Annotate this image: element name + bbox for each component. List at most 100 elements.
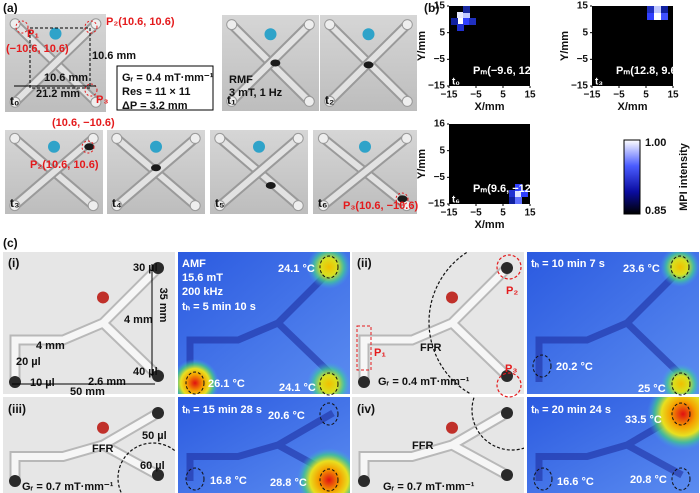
droplet	[358, 376, 370, 388]
label: 20.8 °C	[630, 474, 667, 486]
channel	[321, 136, 409, 208]
port	[226, 95, 238, 107]
label: Gᵣ = 0.7 mT·mm⁻¹	[383, 481, 475, 493]
pixel	[654, 13, 661, 20]
hot-spot	[647, 397, 699, 450]
label: (10.6, −10.6)	[52, 117, 115, 129]
hot-spot	[307, 362, 350, 394]
label: 50 mm	[70, 386, 105, 398]
marker	[496, 372, 522, 398]
dye	[97, 421, 109, 434]
label: 5	[643, 90, 649, 101]
photo	[5, 130, 103, 214]
marker	[471, 397, 524, 451]
label: P₁	[374, 347, 386, 359]
label: 60 µl	[140, 460, 165, 472]
label: 1.00	[645, 137, 666, 149]
port	[111, 132, 123, 144]
thermal	[178, 252, 350, 394]
dye	[49, 27, 62, 40]
droplet	[152, 407, 164, 419]
label: (i)	[8, 256, 19, 270]
marker	[185, 371, 205, 395]
ffr	[428, 252, 472, 394]
thermal	[527, 397, 699, 493]
label: FFR	[92, 443, 113, 455]
label: 10.6 mm	[92, 50, 136, 62]
particle	[397, 195, 408, 203]
dim-box	[29, 27, 91, 89]
label: 28.8 °C	[270, 477, 307, 489]
label: FFR	[420, 342, 441, 354]
channel	[360, 409, 509, 481]
label: Y/mm	[559, 31, 571, 61]
photo	[3, 397, 175, 493]
port	[401, 132, 413, 144]
marker	[15, 20, 29, 34]
port	[324, 95, 336, 107]
pixel	[463, 6, 470, 13]
label: t₀	[10, 94, 19, 108]
label: Res = 11 × 11	[122, 86, 191, 98]
dye	[48, 140, 60, 153]
dye	[446, 291, 458, 304]
port	[90, 96, 102, 108]
droplet	[152, 370, 164, 382]
particle	[265, 181, 276, 189]
label: −15	[584, 90, 601, 101]
droplet	[9, 376, 21, 388]
label: 25 °C	[638, 383, 666, 395]
port	[87, 200, 99, 212]
label: 3 mT, 1 Hz	[229, 87, 283, 99]
label: 33.5 °C	[625, 414, 662, 426]
label: 0.85	[645, 205, 666, 217]
channel	[217, 136, 301, 208]
marker	[185, 467, 205, 491]
pixel	[509, 197, 516, 204]
droplet	[501, 262, 513, 274]
hot-spot	[178, 359, 219, 394]
thermal	[178, 397, 350, 493]
label: 15	[524, 90, 536, 101]
label: Gᵣ = 0.7 mT·mm⁻¹	[22, 481, 114, 493]
label: P₂(10.6, 10.6)	[106, 16, 175, 28]
label: 2.6 mm	[88, 376, 126, 388]
label: 15	[524, 208, 536, 219]
label: 20.2 °C	[556, 361, 593, 373]
label: −5	[577, 54, 589, 65]
photo	[352, 397, 524, 493]
pixel	[451, 18, 458, 25]
marker	[84, 20, 98, 34]
label: t₅	[215, 196, 225, 210]
label: t₀	[452, 77, 460, 88]
dye	[359, 140, 371, 153]
label: Pₘ(9.6, −12.8)	[473, 183, 544, 195]
label: tₕ = 20 min 24 s	[531, 404, 611, 416]
marker	[319, 468, 339, 492]
channel	[13, 21, 98, 105]
label: 5	[582, 27, 588, 38]
label: 50 µl	[142, 430, 167, 442]
port	[324, 19, 336, 31]
dye	[264, 28, 277, 41]
thermal	[527, 252, 699, 394]
label: P₂(10.6, 10.6)	[30, 159, 99, 171]
label: t₄	[112, 196, 122, 210]
marker	[84, 83, 98, 97]
colorbar	[623, 139, 641, 215]
label: t₃	[10, 196, 20, 210]
label: 30 µl	[133, 262, 158, 274]
label: tₕ = 15 min 28 s	[182, 404, 262, 416]
photo	[3, 252, 175, 394]
label: 10.6 mm	[44, 72, 88, 84]
pixel	[661, 6, 668, 13]
marker	[670, 255, 690, 279]
label: X/mm	[475, 219, 505, 231]
label: (iv)	[357, 402, 375, 416]
droplet	[9, 475, 21, 487]
label: 4 mm	[36, 340, 65, 352]
channel	[11, 265, 161, 382]
label: 15	[667, 90, 679, 101]
label: 21.2 mm	[36, 88, 80, 100]
marker	[356, 325, 372, 371]
